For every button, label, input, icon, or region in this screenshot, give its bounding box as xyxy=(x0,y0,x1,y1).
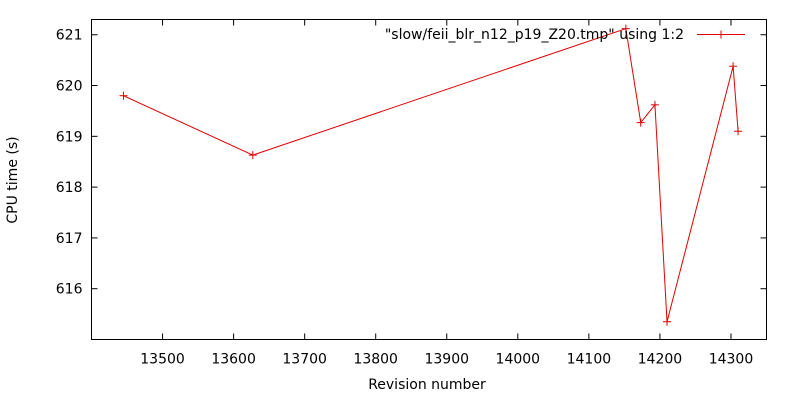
y-axis-title: CPU time (s) xyxy=(5,136,21,223)
legend: "slow/feii_blr_n12_p19_Z20.tmp" using 1:… xyxy=(385,27,745,43)
data-point xyxy=(621,24,630,33)
x-axis-title: Revision number xyxy=(368,377,486,393)
data-point xyxy=(636,118,645,127)
legend-label: "slow/feii_blr_n12_p19_Z20.tmp" using 1:… xyxy=(385,27,684,43)
y-tick-label: 621 xyxy=(56,28,83,44)
data-point xyxy=(119,91,128,100)
y-tick-label: 620 xyxy=(56,79,83,95)
data-point xyxy=(734,127,743,136)
ticks: 13500 13600 13700 13800 13900 14000 14100 14200… xyxy=(56,19,767,368)
data-point xyxy=(729,62,738,71)
x-tick-label: 14200 xyxy=(638,352,683,368)
series-line xyxy=(123,27,739,322)
y-tick-label: 616 xyxy=(56,282,83,298)
x-tick-label: 13800 xyxy=(353,352,398,368)
data-point xyxy=(650,100,659,109)
data-point xyxy=(248,151,257,160)
series-layer xyxy=(119,24,743,326)
x-tick-label: 14000 xyxy=(496,352,541,368)
data-point xyxy=(663,317,672,326)
x-tick-label: 13700 xyxy=(282,352,327,368)
y-tick-label: 619 xyxy=(56,129,83,145)
x-tick-label: 13600 xyxy=(211,352,256,368)
plot-frame xyxy=(91,19,767,340)
x-tick-label: 13500 xyxy=(140,352,185,368)
y-tick-label: 618 xyxy=(56,180,83,196)
x-tick-label: 14100 xyxy=(567,352,612,368)
x-tick-label: 14300 xyxy=(709,352,754,368)
x-tick-label: 13900 xyxy=(424,352,469,368)
y-tick-label: 617 xyxy=(56,231,83,247)
